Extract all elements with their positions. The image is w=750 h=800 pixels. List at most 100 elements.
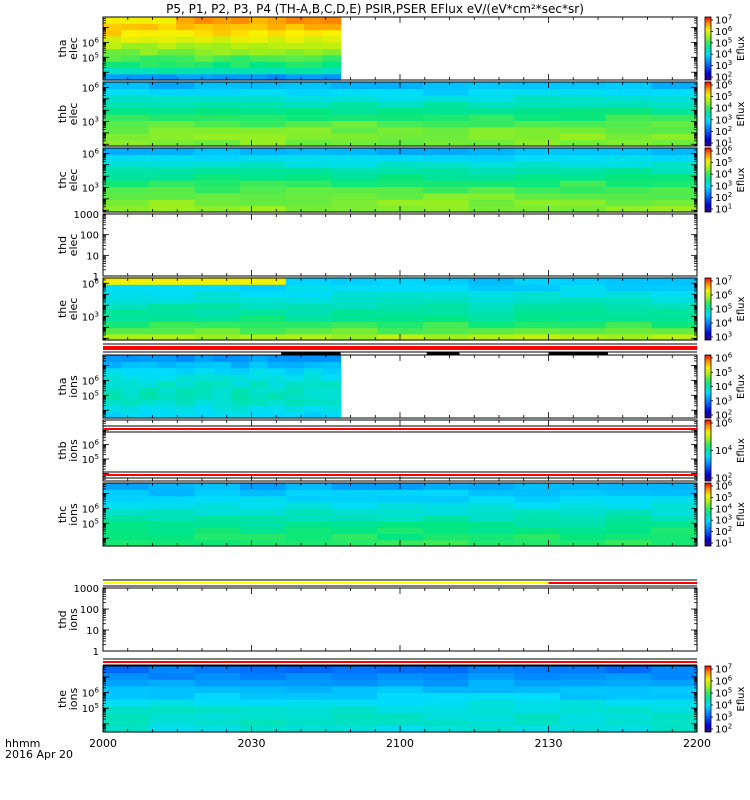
heatmap-cell [121, 67, 141, 75]
heatmap-cell [194, 333, 241, 341]
heatmap-cell [651, 94, 698, 102]
heatmap-cell [285, 514, 333, 522]
heatmap-cell [322, 386, 342, 394]
heatmap-cell [121, 380, 141, 388]
heatmap-cell [468, 205, 515, 213]
heatmap-cell [468, 107, 515, 115]
heatmap-cell [103, 61, 122, 68]
heatmap-cell [422, 148, 470, 155]
heatmap-cell [176, 361, 195, 369]
heatmap-cell [103, 296, 150, 304]
colorbar-tick-label: 107 [715, 275, 732, 288]
heatmap-cell [468, 186, 515, 194]
heatmap-cell [285, 35, 305, 43]
heatmap-cell [331, 290, 378, 298]
heatmap-cell [559, 167, 607, 175]
heatmap-cell [422, 120, 470, 128]
colorbar-label: Eflux [736, 374, 747, 399]
heatmap-cell [103, 133, 150, 141]
heatmap-cell [139, 355, 159, 362]
heatmap-cell [605, 705, 652, 713]
heatmap-cell [267, 405, 287, 413]
heatmap-cell [148, 101, 195, 109]
heatmap-cell [240, 302, 287, 310]
heatmap-cell [331, 278, 378, 285]
heatmap-cell [468, 160, 515, 168]
heatmap-cell [176, 42, 195, 50]
heatmap-cell [605, 333, 652, 341]
heatmap-cell [121, 405, 141, 413]
heatmap-cell [468, 699, 515, 707]
heatmap-cell [422, 107, 470, 115]
heatmap-cell [422, 180, 470, 187]
heatmap-cell [148, 315, 195, 322]
heatmap-cell [514, 514, 561, 522]
heatmap-cell [103, 180, 150, 187]
heatmap-cell [422, 114, 470, 121]
heatmap-cell [377, 705, 424, 713]
heatmap-cell [285, 61, 305, 68]
heatmap-cell [377, 514, 424, 522]
heatmap-cell [331, 120, 378, 128]
heatmap-cell [605, 278, 652, 285]
heatmap-cell [605, 514, 652, 522]
heatmap-cell [194, 666, 241, 674]
heatmap-cell [514, 205, 561, 213]
heatmap-cell [514, 180, 561, 187]
heatmap-cell [267, 35, 287, 43]
heatmap-cell [651, 712, 698, 720]
y-tick-label: 1 [93, 647, 99, 658]
heatmap-cell [121, 29, 141, 37]
heatmap-cell [468, 725, 515, 733]
heatmap-cell [605, 315, 652, 322]
heatmap-cell [559, 527, 607, 534]
colorbar-tick-label: 101 [715, 203, 732, 216]
heatmap-cell [148, 321, 195, 329]
heatmap-cell [651, 514, 698, 522]
heatmap-cell [194, 380, 214, 388]
heatmap-cell [605, 666, 652, 674]
heatmap-cell [103, 321, 150, 329]
heatmap-cell [331, 514, 378, 522]
heatmap-cell [559, 508, 607, 516]
heatmap-cell [212, 373, 232, 381]
heatmap-cell [194, 495, 241, 503]
panel-frame [102, 587, 698, 652]
heatmap-cell [514, 501, 561, 509]
heatmap-cell [651, 527, 698, 534]
heatmap-cell [148, 199, 195, 207]
heatmap-cell [121, 361, 141, 369]
heatmap-cell [651, 278, 698, 285]
heatmap-cell [304, 399, 323, 406]
heatmap-cell [240, 160, 287, 168]
heatmap-cell [139, 73, 159, 81]
heatmap-cell [651, 120, 698, 128]
heatmap-cell [285, 107, 333, 115]
heatmap-cell [139, 54, 159, 62]
colorbar-label: Eflux [736, 438, 747, 463]
heatmap-cell [559, 160, 607, 168]
heatmap-cell [422, 712, 470, 720]
colorbar-tick-label: 106 [715, 675, 733, 688]
colorbar-tick-label: 102 [715, 525, 732, 538]
heatmap-cell [468, 501, 515, 509]
heatmap-cell [285, 386, 305, 394]
heatmap-cell [148, 309, 195, 316]
heatmap-cell [468, 114, 515, 121]
heatmap-cell [194, 386, 214, 394]
heatmap-cell [267, 380, 287, 388]
heatmap-cell [240, 186, 287, 194]
heatmap-cell [194, 309, 241, 316]
heatmap-cell [103, 373, 122, 381]
colorbar-tick-label: 104 [715, 48, 733, 61]
heatmap-cell [240, 199, 287, 207]
heatmap-cell [285, 120, 333, 128]
heatmap-cell [194, 54, 214, 62]
heatmap-cell [148, 692, 195, 700]
y-tick-label: 106 [82, 439, 100, 452]
panel-tha-elec: Eflux [102, 16, 747, 81]
heatmap-cell [559, 692, 607, 700]
heatmap-cell [559, 94, 607, 102]
heatmap-cell [605, 205, 652, 213]
heatmap-cell [121, 54, 141, 62]
